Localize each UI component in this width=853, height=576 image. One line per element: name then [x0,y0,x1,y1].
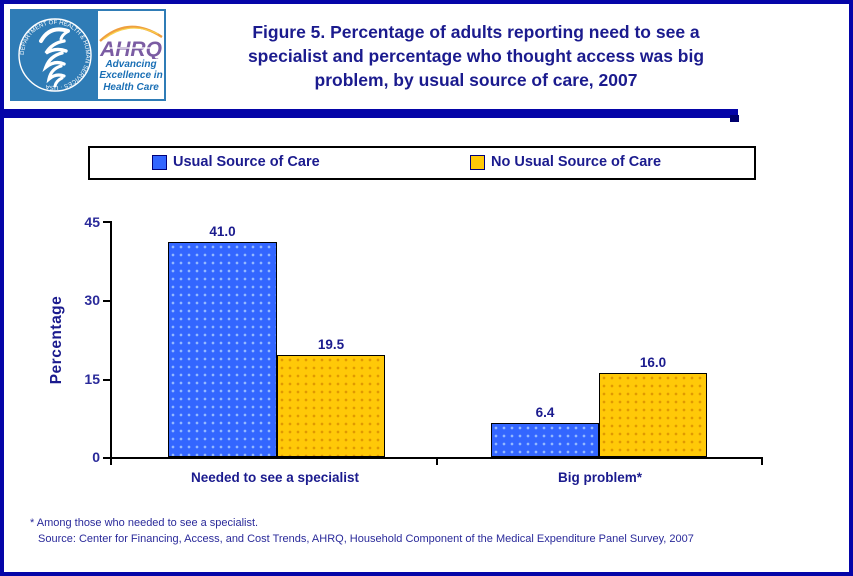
y-tick-label: 15 [84,371,100,387]
y-tick [103,457,111,459]
bar-no-usual-source-needed-specialist: 19.5 [277,221,385,457]
header-divider [4,109,738,118]
legend-item-no-usual-source: No Usual Source of Care [470,155,661,170]
y-axis-line [110,221,112,459]
hhs-seal-icon: DEPARTMENT OF HEALTH & HUMAN SERVICES · … [12,11,98,99]
legend-item-usual-source: Usual Source of Care [152,155,320,170]
y-tick [103,300,111,302]
bar-value-label: 16.0 [639,355,667,370]
x-category-label: Big problem* [557,470,642,485]
x-tick [761,459,763,465]
footnote-asterisk: * Among those who needed to see a specia… [30,517,259,529]
ahrq-arc-icon: AHRQ [99,25,163,59]
y-tick [103,221,111,223]
header-divider-shadow [730,115,739,122]
y-tick-label: 0 [92,449,100,465]
footnote-source: Source: Center for Financing, Access, an… [38,533,694,545]
bar [168,242,277,457]
legend-swatch-yellow [470,155,485,170]
ahrq-hhs-logo: DEPARTMENT OF HEALTH & HUMAN SERVICES · … [10,9,166,101]
bar-value-label: 41.0 [209,224,236,239]
y-tick [103,379,111,381]
y-tick-label: 45 [84,214,100,230]
x-tick [436,459,438,465]
ahrq-tagline: Advancing Excellence in Health Care [99,59,163,93]
figure-title: Figure 5. Percentage of adults reporting… [247,22,705,91]
legend-swatch-blue [152,155,167,170]
x-axis-line [110,457,763,459]
bar-no-usual-source-big-problem: 16.0 [599,221,707,457]
bar [277,355,385,457]
bar [599,373,707,457]
bar [491,423,599,457]
bar-value-label: 19.5 [317,337,345,352]
eagle-glyph [39,27,70,88]
bar-usual-source-needed-specialist: 41.0 [168,221,277,457]
legend-label: Usual Source of Care [173,154,320,170]
ahrq-wordmark: AHRQ Advancing Excellence in Health Care [98,11,164,99]
bar-value-label: 6.4 [535,405,555,420]
x-tick [110,459,112,465]
x-category-label: Needed to see a specialist [190,470,360,485]
y-tick-label: 30 [84,292,100,308]
legend-label: No Usual Source of Care [491,154,662,170]
bar-usual-source-big-problem: 6.4 [491,221,599,457]
y-axis-title: Percentage [48,295,65,385]
chart-legend: Usual Source of Care No Usual Source of … [88,146,756,180]
